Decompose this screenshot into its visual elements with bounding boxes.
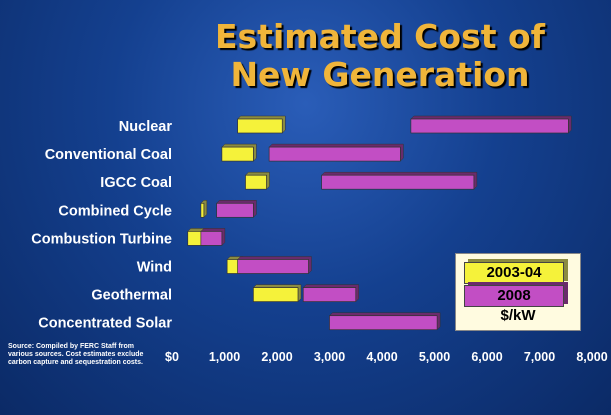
chart-title: Estimated Cost of New Generation: [150, 18, 610, 94]
category-label: IGCC Coal: [100, 175, 172, 191]
x-tick-label: 7,000: [524, 350, 555, 364]
bar-2008: [321, 174, 475, 190]
x-tick-label: 5,000: [419, 350, 450, 364]
x-tick-label: 3,000: [314, 350, 345, 364]
bar-2003-04: [200, 202, 205, 218]
category-label: Wind: [137, 260, 172, 276]
x-tick-label: 6,000: [471, 350, 502, 364]
x-tick-label: 4,000: [366, 350, 397, 364]
x-tick-label: 1,000: [209, 350, 240, 364]
category-label: Concentrated Solar: [38, 316, 172, 332]
bar-2008: [302, 287, 357, 302]
legend-unit: $/kW: [500, 307, 536, 324]
category-label: Combustion Turbine: [31, 231, 172, 247]
x-tick-label: 8,000: [576, 350, 607, 364]
bar-2008: [216, 202, 254, 218]
bar-2008: [268, 146, 401, 162]
x-tick-label: 2,000: [261, 350, 292, 364]
bar-2003-04: [245, 174, 267, 190]
bar-2008: [200, 231, 223, 246]
category-label: Combined Cycle: [58, 203, 172, 219]
legend-item-2008: 2008: [464, 285, 564, 307]
chart-title-line2: New Generation: [230, 55, 530, 94]
category-label: Conventional Coal: [45, 147, 172, 163]
source-note: Source: Compiled by FERC Staff from vari…: [8, 343, 144, 366]
legend: 2003-04 2008 $/kW: [455, 253, 581, 331]
chart-title-line1: Estimated Cost of: [214, 17, 546, 56]
bar-2008: [410, 118, 569, 134]
category-label: Nuclear: [119, 119, 173, 135]
legend-item-2003-04: 2003-04: [464, 262, 564, 284]
bar-2003-04: [221, 146, 254, 162]
category-label: Geothermal: [91, 288, 172, 304]
bar-2008: [237, 259, 309, 274]
x-tick-label: $0: [165, 350, 179, 364]
bar-2003-04: [237, 118, 283, 134]
bar-2003-04: [253, 287, 299, 302]
bar-2008: [329, 315, 438, 331]
